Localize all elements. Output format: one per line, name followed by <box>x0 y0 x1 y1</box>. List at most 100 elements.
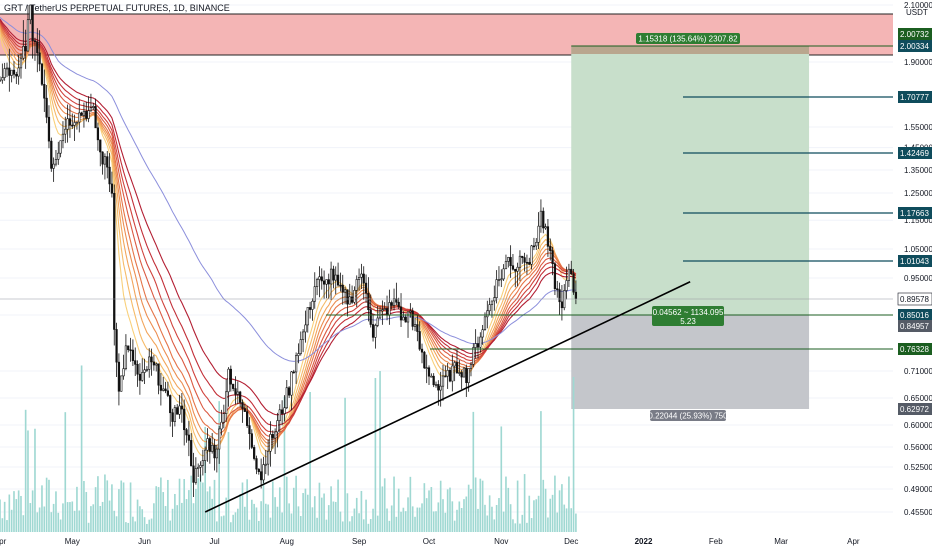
volume-bar <box>323 493 325 532</box>
price-tick-label: 0.71000 <box>904 367 932 376</box>
volume-bar <box>449 487 451 532</box>
candle-body <box>281 409 284 414</box>
candle-body <box>54 159 58 165</box>
candle-body <box>178 405 181 415</box>
candle-body <box>246 411 249 426</box>
ascending-trendline[interactable] <box>204 281 691 513</box>
volume-bar <box>227 432 230 532</box>
candle-body <box>66 118 69 130</box>
price-tick-label: 0.56000 <box>904 443 932 452</box>
volume-bar <box>516 480 519 532</box>
volume-bar <box>388 520 391 532</box>
volume-bar <box>432 511 435 532</box>
candle-body <box>376 317 379 326</box>
price-tag-box <box>898 207 932 219</box>
price-tick-label: 1.25000 <box>904 189 932 198</box>
candle-body <box>134 360 137 365</box>
candle-body <box>418 331 421 350</box>
volume-bar <box>451 501 454 532</box>
position-labels: 1.15318 (135.64%) 2307.82 0.04562 ~ 1134.… <box>636 33 740 421</box>
candle-body <box>17 67 20 77</box>
volume-bar <box>302 493 304 532</box>
volume-bar <box>244 506 246 532</box>
candle-body <box>572 273 575 293</box>
volume-bar <box>3 501 6 532</box>
volume-bar <box>288 503 290 532</box>
volume-bar <box>397 488 400 532</box>
volume-bar <box>425 498 428 532</box>
candle-body <box>150 356 153 363</box>
volume-bar <box>376 515 379 532</box>
candle-body <box>47 116 51 142</box>
volume-bar <box>421 503 423 532</box>
candle-body <box>243 408 246 412</box>
volume-bar <box>211 498 213 532</box>
volume-bar <box>563 504 566 532</box>
volume-bar <box>409 476 412 532</box>
volume-bar <box>276 506 279 532</box>
volume-bar <box>27 430 29 532</box>
volume-bar <box>76 486 78 532</box>
volume-bar <box>197 478 200 532</box>
candle-body <box>381 309 384 312</box>
volume-bar <box>470 488 472 532</box>
volume-bar <box>365 499 367 532</box>
candle-body <box>24 46 27 52</box>
profit-zone-top <box>571 46 810 54</box>
candle-body <box>15 73 18 77</box>
candle-body <box>348 296 351 305</box>
volume-bar <box>575 513 577 532</box>
candle-body <box>45 97 48 118</box>
volume-bar <box>393 476 395 532</box>
volume-bar <box>213 479 216 532</box>
volume-bar <box>52 503 55 532</box>
candle-body <box>420 348 424 353</box>
time-axis[interactable]: Apr May Jun Jul Aug Sep Oct Nov Dec 2022 Feb Mar Apr <box>0 537 860 546</box>
price-tick-label: 0.45500 <box>904 508 932 517</box>
volume-bar <box>519 523 521 532</box>
volume-bar <box>115 516 118 532</box>
candle-body <box>299 339 302 354</box>
price-axis[interactable]: 2.100001.900001.550001.450001.350001.250… <box>897 1 932 517</box>
volume-bar <box>558 490 561 532</box>
candle-body <box>525 262 529 264</box>
volume-bar <box>181 502 183 532</box>
candle-body <box>248 425 251 434</box>
candle-body <box>218 428 221 450</box>
price-tag-box <box>898 147 932 159</box>
volume-bar <box>493 519 496 532</box>
volume-bar <box>495 504 498 532</box>
candle-body <box>5 67 9 70</box>
volume-bar <box>428 490 430 532</box>
candle-body <box>486 310 489 318</box>
volume-bar <box>90 506 92 532</box>
volume-bar <box>507 487 510 532</box>
volume-bar <box>402 507 405 532</box>
trendline[interactable] <box>204 281 691 513</box>
candle-body <box>325 279 328 285</box>
volume-bar <box>97 476 99 532</box>
candle-body <box>320 276 323 282</box>
volume-bar <box>202 482 204 532</box>
volume-bar <box>290 513 293 532</box>
volume-bar <box>360 490 363 532</box>
horizontal-levels[interactable] <box>0 45 893 350</box>
volume-bar <box>183 479 186 532</box>
volume-bar <box>22 515 25 532</box>
candle-body <box>472 347 475 365</box>
target-label-box <box>636 33 740 44</box>
candles <box>0 4 578 497</box>
candle-body <box>201 460 204 466</box>
volume-bar <box>465 496 468 532</box>
volume-bar <box>542 479 545 532</box>
candle-body <box>311 300 314 310</box>
position-tool[interactable] <box>571 46 810 409</box>
candle-body <box>19 57 23 69</box>
price-tag-label: 1.17663 <box>900 209 929 218</box>
entry-label-line1: 0.04562 ~ 1134.095 <box>653 308 724 317</box>
candle-body <box>294 355 298 373</box>
candle-body <box>567 268 571 281</box>
volume-bar <box>10 509 13 532</box>
candle-body <box>413 324 417 327</box>
